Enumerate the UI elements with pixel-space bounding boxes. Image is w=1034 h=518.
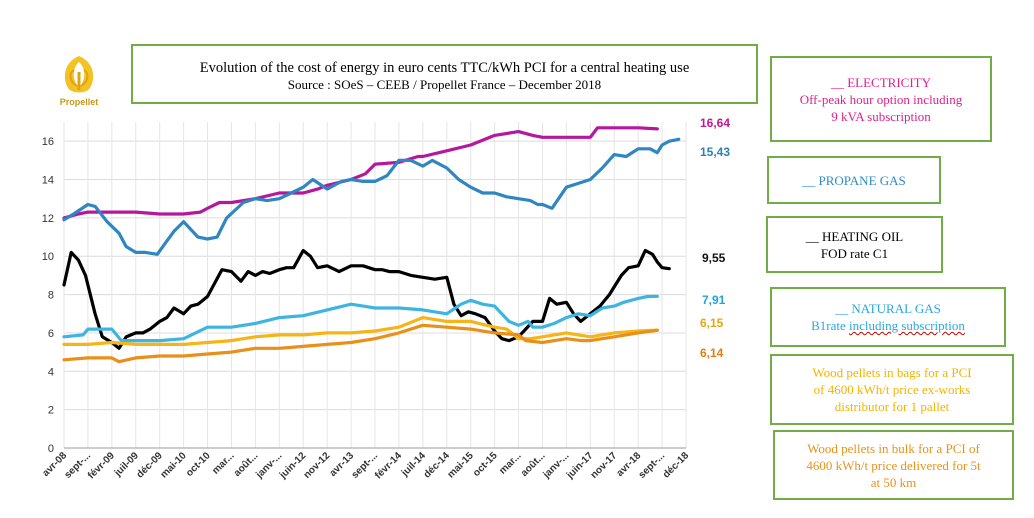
y-tick-label: 8 [48, 290, 54, 302]
legend-natural-gas-line2: B1rate including subscription [772, 317, 1004, 334]
legend-natural-gas: __ NATURAL GAS B1rate including subscrip… [770, 287, 1006, 347]
x-tick-label: juin-12 [277, 450, 309, 482]
x-tick-label: oct-10 [184, 450, 213, 479]
y-tick-label: 16 [42, 136, 54, 148]
x-tick-label: sept-... [637, 450, 668, 481]
end-value-label-wood-pellets-in-bags: 6,15 [700, 316, 724, 330]
y-tick-label: 10 [42, 251, 54, 263]
y-tick-label: 2 [48, 405, 54, 417]
x-tick-label: juin-17 [564, 450, 596, 482]
series-line-electricity [62, 126, 659, 220]
legend-oil-line2: FOD rate C1 [820, 245, 889, 261]
series-line-wood-pellets-in-bags [62, 316, 659, 346]
legend-electricity-line3: 9 kVA subscription [831, 108, 931, 124]
legend-bags-line3: distributor for 1 pallet [834, 399, 950, 414]
end-value-label-natural-gas: 7,91 [702, 293, 726, 307]
x-tick-label: nov-17 [589, 450, 620, 481]
series-line-heating-oil [62, 248, 671, 350]
end-value-label-wood-pellets-in-bulk: 6,14 [700, 346, 724, 360]
legend-electricity-line2: Off-peak hour option including [799, 91, 963, 107]
x-tick-label: févr-09 [86, 450, 117, 481]
x-tick-label: mai-10 [159, 450, 189, 480]
series-line-propane-gas [62, 137, 681, 256]
legend-natural-gas-title: __ NATURAL GAS [835, 301, 941, 316]
legend-bags-line1: Wood pellets in bags for a PCI [812, 365, 972, 380]
legend-bulk-line1: Wood pellets in bulk for a PCI of [807, 440, 980, 456]
chart-source: Source : SOeS – CEEB / Propellet France … [287, 77, 602, 92]
end-value-label-heating-oil: 9,55 [702, 251, 726, 265]
legend-bulk-line2: 4600 kWh/t price delivered for 5t [806, 457, 981, 473]
legend-natural-gas-sub: including subscription [848, 318, 965, 333]
legend-bags-line2: of 4600 kWh/t price ex-works [813, 382, 971, 397]
chart-title: Evolution of the cost of energy in euro … [199, 60, 690, 76]
series-line-natural-gas [62, 294, 659, 343]
x-tick-label: févr-14 [373, 450, 404, 481]
chart-title-box: Evolution of the cost of energy in euro … [131, 44, 758, 104]
x-tick-label: oct-15 [471, 450, 500, 479]
legend-bulk-line3: at 50 km [870, 474, 917, 490]
legend-natural-gas-rate: B1rate [811, 318, 849, 333]
x-tick-label: nov-12 [302, 450, 333, 481]
legend-pellets-bags: Wood pellets in bags for a PCI of 4600 k… [770, 354, 1014, 425]
series-line-wood-pellets-in-bulk [62, 323, 659, 364]
y-tick-label: 4 [48, 366, 54, 378]
propellet-logo [64, 56, 94, 93]
legend-propane-title: __ PROPANE GAS [802, 172, 906, 188]
legend-propane: __ PROPANE GAS [767, 156, 941, 204]
logo-text: Propellet [59, 97, 99, 107]
y-tick-label: 6 [48, 328, 54, 340]
x-tick-label: déc-18 [661, 450, 691, 480]
y-tick-label: 0 [48, 443, 54, 455]
legend-pellets-bulk: Wood pellets in bulk for a PCI of 4600 k… [773, 430, 1014, 500]
legend-electricity-title: __ ELECTRICITY [830, 74, 931, 90]
legend-electricity: __ ELECTRICITY Off-peak hour option incl… [770, 56, 992, 142]
y-tick-label: 12 [42, 213, 54, 225]
end-value-label-propane-gas: 15,43 [700, 145, 730, 159]
y-tick-label: 14 [42, 175, 54, 187]
legend-heating-oil: __ HEATING OIL FOD rate C1 [766, 216, 943, 273]
end-value-label-electricity: 16,64 [700, 116, 730, 130]
legend-oil-title: __ HEATING OIL [805, 228, 904, 244]
x-tick-label: mai-15 [446, 450, 476, 480]
